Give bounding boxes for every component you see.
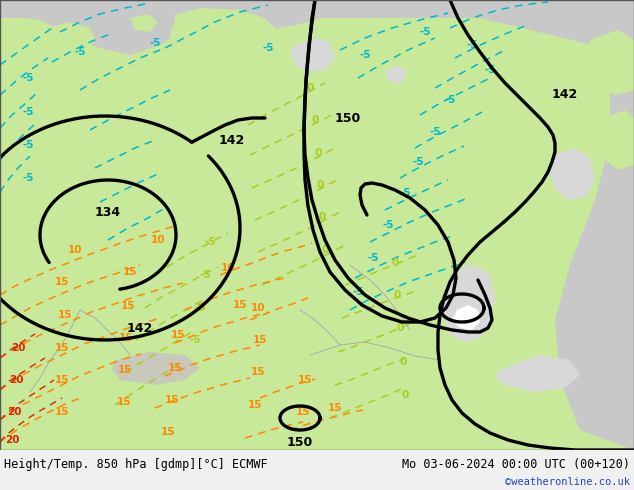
Text: -5: -5 <box>399 188 411 198</box>
Text: -5: -5 <box>412 157 424 167</box>
Text: -5: -5 <box>22 140 34 150</box>
Text: 0: 0 <box>396 323 404 333</box>
Polygon shape <box>550 148 595 200</box>
Text: Height/Temp. 850 hPa [gdmp][°C] ECMWF: Height/Temp. 850 hPa [gdmp][°C] ECMWF <box>4 458 268 470</box>
Polygon shape <box>0 0 185 55</box>
Text: 0: 0 <box>321 245 328 255</box>
Text: 142: 142 <box>127 321 153 335</box>
Text: 15: 15 <box>165 395 179 405</box>
Text: -5: -5 <box>466 40 478 50</box>
Text: 134: 134 <box>95 205 121 219</box>
Text: -5: -5 <box>194 303 206 313</box>
Text: 15: 15 <box>298 375 313 385</box>
Polygon shape <box>495 355 580 392</box>
Polygon shape <box>290 38 335 72</box>
Polygon shape <box>385 65 405 84</box>
Text: 15: 15 <box>248 400 262 410</box>
Text: 15: 15 <box>55 277 69 287</box>
Polygon shape <box>0 0 634 18</box>
Text: 15: 15 <box>58 310 72 320</box>
Text: 0: 0 <box>316 180 323 190</box>
Polygon shape <box>598 110 634 170</box>
Text: 20: 20 <box>4 435 19 445</box>
Text: -5: -5 <box>359 50 371 60</box>
Text: 10: 10 <box>68 245 82 255</box>
Text: 0: 0 <box>393 290 401 300</box>
Text: 15: 15 <box>119 333 133 343</box>
Text: 15: 15 <box>120 301 135 311</box>
Text: -5: -5 <box>204 237 216 247</box>
Text: 0: 0 <box>314 148 321 158</box>
Text: 20: 20 <box>7 407 22 417</box>
Text: 15: 15 <box>251 367 265 377</box>
Text: 142: 142 <box>552 89 578 101</box>
Text: 150: 150 <box>287 436 313 448</box>
Text: -5: -5 <box>419 27 430 37</box>
Text: 0: 0 <box>318 212 326 222</box>
Text: -5: -5 <box>74 47 86 57</box>
Text: 20: 20 <box>9 375 23 385</box>
Text: 15: 15 <box>161 427 175 437</box>
Text: 15: 15 <box>117 397 131 407</box>
Polygon shape <box>555 0 634 450</box>
Text: Mo 03-06-2024 00:00 UTC (00+120): Mo 03-06-2024 00:00 UTC (00+120) <box>402 458 630 470</box>
Text: 15: 15 <box>118 365 133 375</box>
Text: 0: 0 <box>391 258 399 268</box>
Text: -5: -5 <box>484 65 496 75</box>
Text: 150: 150 <box>335 112 361 124</box>
Text: 0: 0 <box>311 115 319 125</box>
Text: 15: 15 <box>295 407 310 417</box>
Polygon shape <box>170 8 275 90</box>
Polygon shape <box>130 14 158 32</box>
Polygon shape <box>42 22 95 52</box>
Text: 0: 0 <box>401 390 409 400</box>
Text: 15: 15 <box>123 267 137 277</box>
Polygon shape <box>340 0 634 55</box>
Text: -5: -5 <box>262 43 274 53</box>
Polygon shape <box>585 30 634 95</box>
Text: 15: 15 <box>55 375 69 385</box>
Text: -5: -5 <box>367 253 378 263</box>
Text: 15: 15 <box>168 363 182 373</box>
Text: -5: -5 <box>190 335 201 345</box>
Text: 10: 10 <box>221 263 235 273</box>
Text: 15: 15 <box>328 403 342 413</box>
Text: -5: -5 <box>22 107 34 117</box>
Text: 15: 15 <box>55 343 69 353</box>
Text: -5: -5 <box>353 287 364 297</box>
Text: 15: 15 <box>55 407 69 417</box>
Polygon shape <box>443 265 495 342</box>
Text: -5: -5 <box>199 270 210 280</box>
Polygon shape <box>452 305 480 330</box>
Text: 0: 0 <box>399 357 406 367</box>
Text: 15: 15 <box>171 330 185 340</box>
Text: 15: 15 <box>253 335 268 345</box>
Text: -5: -5 <box>149 38 161 48</box>
Text: -5: -5 <box>382 220 394 230</box>
Text: -5: -5 <box>22 73 34 83</box>
Text: 20: 20 <box>11 343 25 353</box>
Text: 15: 15 <box>233 300 247 310</box>
Text: -5: -5 <box>429 127 441 137</box>
Text: 0: 0 <box>306 83 314 93</box>
Text: -5: -5 <box>444 95 456 105</box>
Text: ©weatheronline.co.uk: ©weatheronline.co.uk <box>505 477 630 487</box>
Text: 142: 142 <box>219 133 245 147</box>
Polygon shape <box>112 352 200 385</box>
Text: 10: 10 <box>251 303 265 313</box>
Text: 10: 10 <box>151 235 165 245</box>
Polygon shape <box>195 0 340 30</box>
Text: -5: -5 <box>22 173 34 183</box>
